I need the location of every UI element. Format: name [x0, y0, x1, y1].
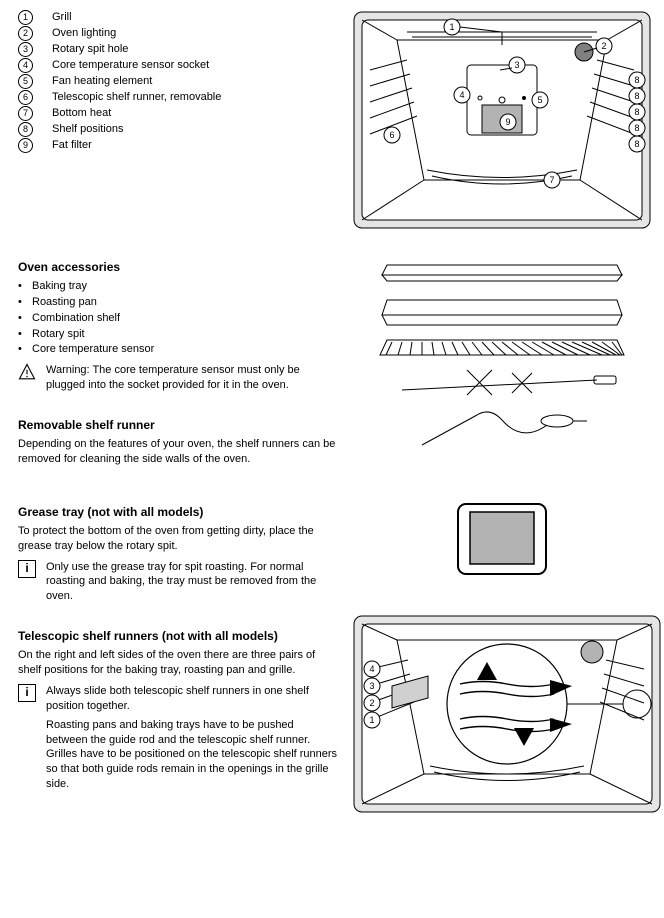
callout-1: 1 Grill: [18, 10, 338, 25]
svg-text:4: 4: [459, 90, 464, 100]
warning-icon: [18, 372, 36, 384]
accessories-figure: [352, 245, 652, 480]
grease-tray-text: To protect the bottom of the oven from g…: [18, 524, 338, 554]
telescopic-section: Telescopic shelf runners (not with all m…: [18, 614, 646, 819]
callout-5: 5 Fan heating element: [18, 74, 338, 89]
callout-3: 3 Rotary spit hole: [18, 42, 338, 57]
svg-text:8: 8: [634, 123, 639, 133]
svg-text:8: 8: [634, 107, 639, 117]
callout-label-4: Core temperature sensor socket: [52, 58, 338, 73]
svg-text:8: 8: [634, 75, 639, 85]
grease-tray-diagram: [452, 498, 552, 580]
oven-interior-figure: 1 2 3 4 5 6 7 8 8 8 8 8 9: [352, 10, 652, 235]
callout-6: 6 Telescopic shelf runner, removable: [18, 90, 338, 105]
svg-text:8: 8: [634, 91, 639, 101]
grease-tray-section: Grease tray (not with all models) To pro…: [18, 490, 646, 604]
warning-block: Warning: The core temperature sensor mus…: [18, 363, 338, 393]
accessory-item-5: •Core temperature sensor: [18, 342, 338, 357]
svg-text:7: 7: [549, 175, 554, 185]
accessory-item-3: •Combination shelf: [18, 311, 338, 326]
shelf-runner-title: Removable shelf runner: [18, 417, 338, 433]
callout-num-1: 1: [18, 10, 33, 25]
callout-label-7: Bottom heat: [52, 106, 338, 121]
telescopic-diagram: 4 3 2 1: [352, 614, 662, 814]
callout-num-9: 9: [18, 138, 33, 153]
callout-num-2: 2: [18, 26, 33, 41]
telescopic-figure: 4 3 2 1: [352, 614, 662, 819]
callout-4: 4 Core temperature sensor socket: [18, 58, 338, 73]
callout-label-2: Oven lighting: [52, 26, 338, 41]
info-icon-2: i: [18, 684, 36, 702]
callout-num-7: 7: [18, 106, 33, 121]
oven-interior-diagram: 1 2 3 4 5 6 7 8 8 8 8 8 9: [352, 10, 652, 230]
shelf-runner-text: Depending on the features of your oven, …: [18, 437, 338, 467]
callout-9: 9 Fat filter: [18, 138, 338, 153]
svg-text:6: 6: [389, 130, 394, 140]
callout-label-1: Grill: [52, 10, 338, 25]
svg-text:1: 1: [449, 22, 454, 32]
svg-text:5: 5: [537, 95, 542, 105]
svg-text:9: 9: [505, 117, 510, 127]
accessory-item-4: •Rotary spit: [18, 327, 338, 342]
grease-tray-figure: [352, 490, 652, 604]
level-label-3: 3: [369, 681, 374, 691]
callout-label-8: Shelf positions: [52, 122, 338, 137]
svg-text:8: 8: [634, 139, 639, 149]
callout-label-3: Rotary spit hole: [52, 42, 338, 57]
accessory-item-2: •Roasting pan: [18, 295, 338, 310]
callout-label-6: Telescopic shelf runner, removable: [52, 90, 338, 105]
info-icon: i: [18, 560, 36, 578]
callout-8: 8 Shelf positions: [18, 122, 338, 137]
accessories-section: Oven accessories •Baking tray •Roasting …: [18, 245, 646, 480]
callout-label-9: Fat filter: [52, 138, 338, 153]
oven-interior-section: 1 Grill 2 Oven lighting 3 Rotary spit ho…: [18, 10, 646, 235]
telescopic-note-block: i Always slide both telescopic shelf run…: [18, 684, 338, 796]
telescopic-note1: Always slide both telescopic shelf runne…: [46, 684, 338, 714]
callout-7: 7 Bottom heat: [18, 106, 338, 121]
accessories-diagram: [372, 245, 632, 475]
callout-num-8: 8: [18, 122, 33, 137]
callout-label-5: Fan heating element: [52, 74, 338, 89]
accessories-title: Oven accessories: [18, 259, 338, 275]
callout-num-4: 4: [18, 58, 33, 73]
oven-interior-callouts: 1 Grill 2 Oven lighting 3 Rotary spit ho…: [18, 10, 338, 235]
svg-text:2: 2: [601, 41, 606, 51]
svg-text:3: 3: [514, 60, 519, 70]
grease-tray-note: Only use the grease tray for spit roasti…: [46, 560, 338, 605]
level-label-1: 1: [369, 715, 374, 725]
callout-num-6: 6: [18, 90, 33, 105]
callout-num-5: 5: [18, 74, 33, 89]
grease-tray-title: Grease tray (not with all models): [18, 504, 338, 520]
grease-tray-note-block: i Only use the grease tray for spit roas…: [18, 560, 338, 605]
callout-2: 2 Oven lighting: [18, 26, 338, 41]
telescopic-text1: On the right and left sides of the oven …: [18, 648, 338, 678]
level-label-2: 2: [369, 698, 374, 708]
telescopic-title: Telescopic shelf runners (not with all m…: [18, 628, 338, 644]
accessory-item-1: •Baking tray: [18, 279, 338, 294]
warning-text: Warning: The core temperature sensor mus…: [46, 363, 338, 393]
level-label-4: 4: [369, 664, 374, 674]
callout-num-3: 3: [18, 42, 33, 57]
telescopic-note2: Roasting pans and baking trays have to b…: [46, 718, 338, 792]
